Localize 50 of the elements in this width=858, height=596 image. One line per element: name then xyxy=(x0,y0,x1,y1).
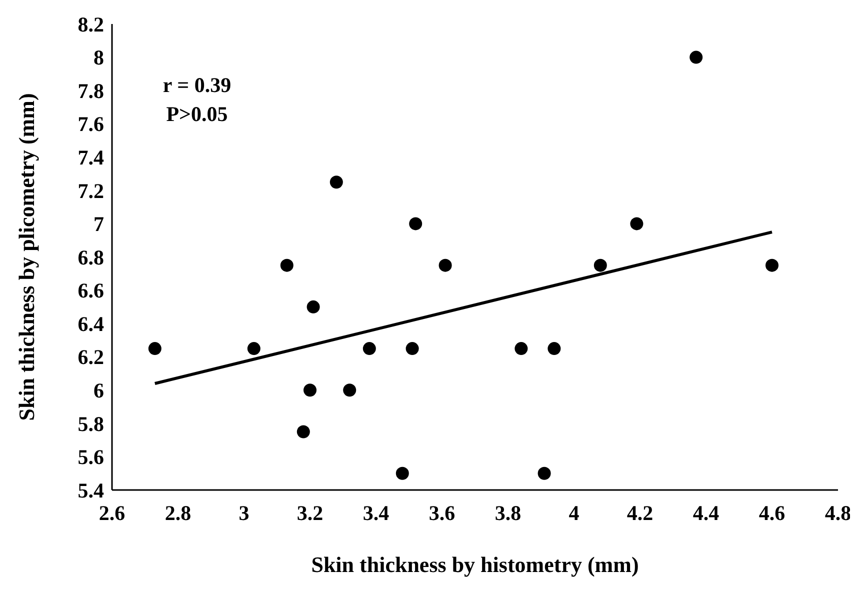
point xyxy=(247,342,260,356)
x-tick-label: 3.2 xyxy=(296,501,324,525)
point xyxy=(630,217,644,230)
y-tick-label: 7 xyxy=(94,212,104,236)
annotation: P>0.05 xyxy=(166,102,228,126)
y-tick-label: 6.6 xyxy=(78,278,104,303)
x-axis-title: Skin thickness by histometry (mm) xyxy=(311,552,639,577)
x-tick-label: 4.6 xyxy=(758,501,786,525)
y-tick-label: 5.4 xyxy=(78,478,104,502)
x-tick-label: 3.8 xyxy=(494,501,522,525)
y-tick-label: 7.8 xyxy=(78,78,104,103)
point xyxy=(396,466,409,480)
y-tick-label: 7.2 xyxy=(78,178,104,203)
point xyxy=(766,258,778,272)
point xyxy=(362,342,376,356)
x-tick-label: 3.4 xyxy=(362,501,390,525)
x-tick-label: 4.4 xyxy=(692,501,720,525)
y-tick-label: 6.8 xyxy=(78,245,104,270)
y-tick-label: 5.6 xyxy=(78,445,104,470)
point xyxy=(330,176,343,189)
point xyxy=(548,342,561,356)
y-tick-label: 6 xyxy=(94,378,104,402)
annotation: r = 0.39 xyxy=(162,73,232,97)
y-tick-label: 5.8 xyxy=(78,412,104,436)
x-tick-label: 3 xyxy=(238,501,250,525)
x-tick-label: 2.8 xyxy=(164,501,192,525)
point xyxy=(406,342,419,356)
point xyxy=(514,342,528,356)
point xyxy=(594,258,607,272)
point xyxy=(438,258,452,272)
point xyxy=(343,384,356,397)
point xyxy=(306,300,320,314)
y-tick-label: 7.6 xyxy=(78,112,104,136)
point xyxy=(690,50,703,64)
point xyxy=(304,384,316,397)
y-tick-label: 8.2 xyxy=(78,12,104,36)
y-axis-title: Skin thickness by plicometry (mm) xyxy=(14,93,39,421)
point xyxy=(148,342,162,356)
point xyxy=(296,425,310,438)
point xyxy=(409,217,422,230)
x-tick-label: 3.6 xyxy=(428,501,456,525)
point xyxy=(538,466,551,480)
point xyxy=(280,258,294,272)
y-tick-label: 6.2 xyxy=(78,345,104,370)
y-tick-label: 7.4 xyxy=(78,145,104,170)
y-tick-label: 6.4 xyxy=(78,312,104,336)
x-tick-label: 4 xyxy=(568,501,580,525)
y-tick-label: 8 xyxy=(94,46,104,70)
x-tick-label: 4.2 xyxy=(626,501,654,525)
x-tick-label: 2.6 xyxy=(98,501,126,525)
